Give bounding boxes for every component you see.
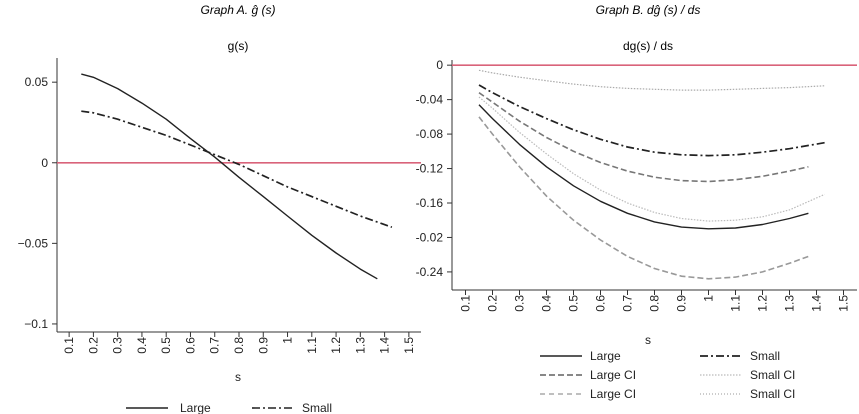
panel-b-x-tick-label: 0.6	[594, 295, 608, 312]
panel-a-plot-title: g(s)	[228, 39, 249, 53]
panel-a-y-tick-label: 0	[41, 156, 48, 170]
panel-a-x-tick-label: 0.9	[256, 337, 270, 354]
panel-a-plot: 0.05 0 −0.05 −0.1 0.1 0.2 0.3 0.4 0.5 0.6 0.7 0.8 0.…	[18, 58, 421, 354]
panel-a-x-tick-label: 0.1	[62, 337, 76, 354]
panel-a-x-tick-label: 0.2	[86, 337, 100, 354]
panel-b-x-tick-label: 0.1	[459, 295, 473, 312]
panel-b-y-tick-label: -0.12	[416, 162, 444, 176]
legend-b-large-ci-label-1: Large CI	[590, 368, 636, 382]
panel-b-x-tick-label: 0.5	[567, 295, 581, 312]
panel-a-x-tick-label: 0.3	[111, 337, 125, 354]
panel-b-x-tick-label: 0.9	[675, 295, 689, 312]
panel-a-x-tick-label: 1.5	[402, 337, 416, 354]
panel-b-legend: Large Small Large CI Small CI Large CI S…	[540, 349, 795, 401]
legend-b-large-ci-label-2: Large CI	[590, 387, 636, 401]
panel-b-x-tick-label: 0.7	[621, 295, 635, 312]
panel-a-y-tick-label: 0.05	[25, 75, 49, 89]
panel-b-y-tick-label: -0.02	[416, 230, 444, 244]
panel-b-series-small-ci-4	[478, 69, 825, 91]
panel-a-x-tick-label: 0.6	[183, 337, 197, 354]
panel-b-series-small-1	[478, 84, 825, 157]
panel-b-x-tick-label: 0.4	[540, 295, 554, 312]
panel-b-xlabel: s	[645, 333, 651, 347]
legend-b-small-ci-label-2: Small CI	[750, 387, 795, 401]
panel-a-x-tick-label: 1.4	[378, 337, 392, 354]
panel-b-x-tick-label: 1.2	[756, 295, 770, 312]
panel-b-series-large-ci-3	[478, 116, 809, 280]
panel-a-x-tick-label: 1.1	[305, 337, 319, 354]
legend-b-small-label: Small	[750, 349, 780, 363]
panel-a-x-tick-label: 1	[281, 337, 295, 344]
panel-b-y-tick-label: -0.08	[416, 127, 444, 141]
panel-b-x-tick-label: 1.3	[783, 295, 797, 312]
panel-b-y-tick-label: -0.04	[416, 93, 444, 107]
panel-a-x-tick-label: 0.4	[135, 337, 149, 354]
panel-a-x-tick-label: 1.2	[329, 337, 343, 354]
panel-b-x-tick-label: 1.5	[837, 295, 851, 312]
panel-a-x-tick-label: 0.5	[159, 337, 173, 354]
panel-b-x-tick-label: 0.2	[486, 295, 500, 312]
panel-b-series-large-ci-2	[478, 92, 809, 183]
panel-a-y-tick-label: −0.05	[18, 236, 49, 250]
panel-b-plot-title: dg(s) / ds	[623, 39, 673, 53]
panel-b-x-tick-label: 0.3	[513, 295, 527, 312]
panel-b-x-tick-label: 1	[702, 295, 716, 302]
panel-a-legend: Large Small	[126, 401, 332, 414]
panel-b-title: Graph B. dĝ (s) / ds	[596, 3, 701, 17]
panel-b-x-tick-label: 1.1	[729, 295, 743, 312]
panel-a-x-tick-label: 0.8	[232, 337, 246, 354]
panel-a-xlabel: s	[235, 370, 241, 384]
panel-b-x-tick-label: 0.8	[648, 295, 662, 312]
panel-a-x-tick-label: 0.7	[208, 337, 222, 354]
legend-b-large-label: Large	[590, 349, 621, 363]
panel-b-series-small-ci-5	[478, 96, 825, 222]
panel-b-y-tick-label: -0.16	[416, 196, 444, 210]
panel-b-y-tick-label: 0	[436, 58, 443, 72]
panel-a-title: Graph A. ĝ (s)	[201, 3, 276, 17]
panel-b-plot: 0 -0.04 -0.08 -0.12 -0.16 -0.02 -0.24 0.1 0.2 0.3…	[416, 58, 857, 312]
panel-b-series-large-0	[478, 104, 809, 230]
panel-a-series-large-0	[81, 73, 378, 280]
panel-a-x-tick-label: 1.3	[353, 337, 367, 354]
panel-a-y-tick-label: −0.1	[24, 317, 48, 331]
panel-b-y-tick-label: -0.24	[416, 265, 444, 279]
legend-a-large-label: Large	[180, 401, 211, 414]
legend-a-small-label: Small	[302, 401, 332, 414]
legend-b-small-ci-label-1: Small CI	[750, 368, 795, 382]
panel-a-series-small-1	[81, 110, 393, 229]
panel-b-x-tick-label: 1.4	[810, 295, 824, 312]
